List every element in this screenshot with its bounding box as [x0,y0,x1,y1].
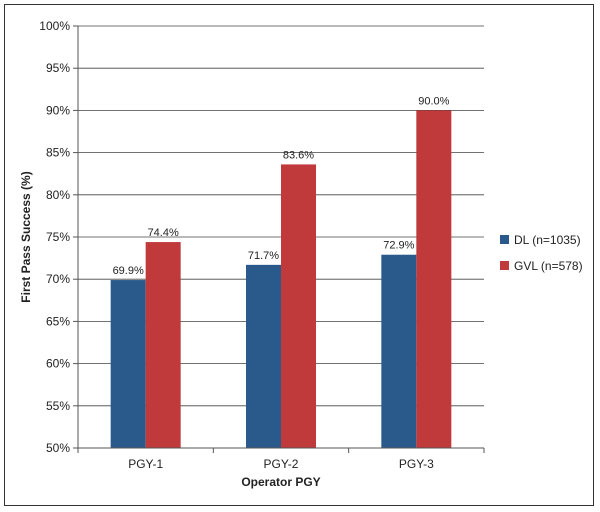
y-tick-label: 85% [46,146,70,160]
y-tick-label: 80% [46,188,70,202]
x-tick-label: PGY-3 [399,457,434,471]
x-axis-title: Operator PGY [241,475,320,489]
bar-dl-pgy-1 [110,280,146,448]
y-tick-label: 75% [46,230,70,244]
data-labels: 69.9% 74.4% 71.7% 83.6% 72.9% 90.0% [113,95,450,277]
data-label: 72.9% [383,240,414,252]
legend-swatch [500,235,509,244]
y-axis-ticks: 50% 55% 60% 65% 70% 75% 80% 85% 90% 95% 100% [39,19,78,455]
y-tick-label: 55% [46,399,70,413]
bars [110,110,452,449]
data-label: 71.7% [248,250,279,262]
legend: DL (n=1035) GVL (n=578) [500,233,583,273]
y-tick-label: 95% [46,61,70,75]
data-label: 69.9% [113,265,144,277]
y-tick-label: 70% [46,272,70,286]
bar-gvl-pgy-2 [281,164,316,448]
bar-gvl-pgy-1 [145,242,181,448]
legend-label: DL (n=1035) [514,233,581,247]
y-tick-label: 90% [46,103,70,117]
y-axis-title: First Pass Success (%) [19,171,33,302]
y-tick-label: 50% [46,441,70,455]
y-tick-label: 65% [46,314,70,328]
legend-label: GVL (n=578) [514,259,583,273]
data-label: 83.6% [283,149,314,161]
data-label: 74.4% [148,227,179,239]
legend-swatch [500,261,509,270]
y-tick-label: 60% [46,357,70,371]
x-axis-ticks: PGY-1 PGY-2 PGY-3 [77,448,485,471]
data-label: 90.0% [418,95,449,107]
bar-dl-pgy-2 [246,264,281,448]
bar-gvl-pgy-3 [416,110,452,449]
bar-dl-pgy-3 [381,254,417,448]
x-tick-label: PGY-2 [264,457,299,471]
x-tick-label: PGY-1 [128,457,163,471]
y-tick-label: 100% [39,19,70,33]
